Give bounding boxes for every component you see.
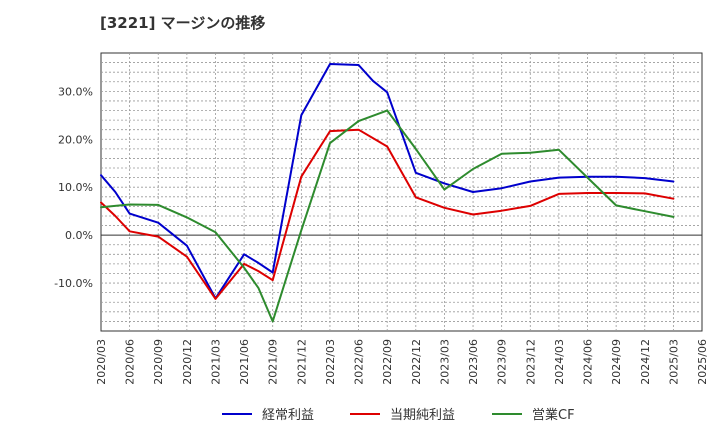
chart-title: [3221] マージンの推移 (100, 14, 266, 32)
series-line-1 (100, 63, 675, 300)
x-tick-label: 2024/09 (610, 339, 623, 385)
legend-item-3: 営業CF (492, 407, 575, 423)
x-tick-label: 2023/12 (524, 339, 537, 385)
legend-label: 当期純利益 (390, 408, 455, 423)
legend-item-2: 当期純利益 (350, 408, 455, 423)
plot-frame (100, 52, 703, 332)
x-tick-label: 2024/12 (639, 339, 652, 385)
x-tick-label: 2021/03 (209, 339, 222, 385)
x-tick-label: 2021/06 (238, 339, 251, 385)
x-tick-label: 2020/06 (124, 339, 137, 385)
grid-layer (100, 52, 703, 332)
y-tick-label: 10.0% (58, 181, 93, 194)
x-tick-label: 2025/06 (696, 339, 709, 385)
series-line-2 (100, 128, 675, 300)
x-tick-label: 2022/03 (324, 339, 337, 385)
x-tick-label: 2023/09 (496, 339, 509, 385)
y-tick-label: 30.0% (58, 85, 93, 98)
axis-layer: 2020/03 2020/06 2020/09 2020/12 2021/03 2021/… (54, 85, 709, 384)
x-tick-label: 2021/12 (295, 339, 308, 385)
legend-label: 経常利益 (262, 408, 314, 423)
x-tick-label: 2023/06 (467, 339, 480, 385)
legend-label: 営業CF (532, 407, 575, 423)
x-tick-label: 2020/12 (181, 339, 194, 385)
x-tick-label: 2020/09 (152, 339, 165, 385)
x-tick-label: 2020/03 (95, 339, 108, 385)
x-tick-label: 2022/06 (353, 339, 366, 385)
y-tick-label: 20.0% (58, 133, 93, 146)
series-layer (100, 63, 675, 323)
x-tick-label: 2024/03 (553, 339, 566, 385)
legend: 経常利益 当期純利益 営業CF (222, 407, 575, 423)
x-tick-label: 2022/09 (381, 339, 394, 385)
series-line-3 (100, 109, 675, 323)
x-tick-label: 2021/09 (267, 339, 280, 385)
x-tick-label: 2022/12 (410, 339, 423, 385)
legend-item-1: 経常利益 (222, 408, 314, 423)
x-tick-label: 2025/03 (667, 339, 680, 385)
x-tick-label: 2024/06 (582, 339, 595, 385)
y-tick-label: -10.0% (54, 277, 93, 290)
y-tick-label: 0.0% (65, 229, 93, 242)
x-tick-label: 2023/03 (438, 339, 451, 385)
